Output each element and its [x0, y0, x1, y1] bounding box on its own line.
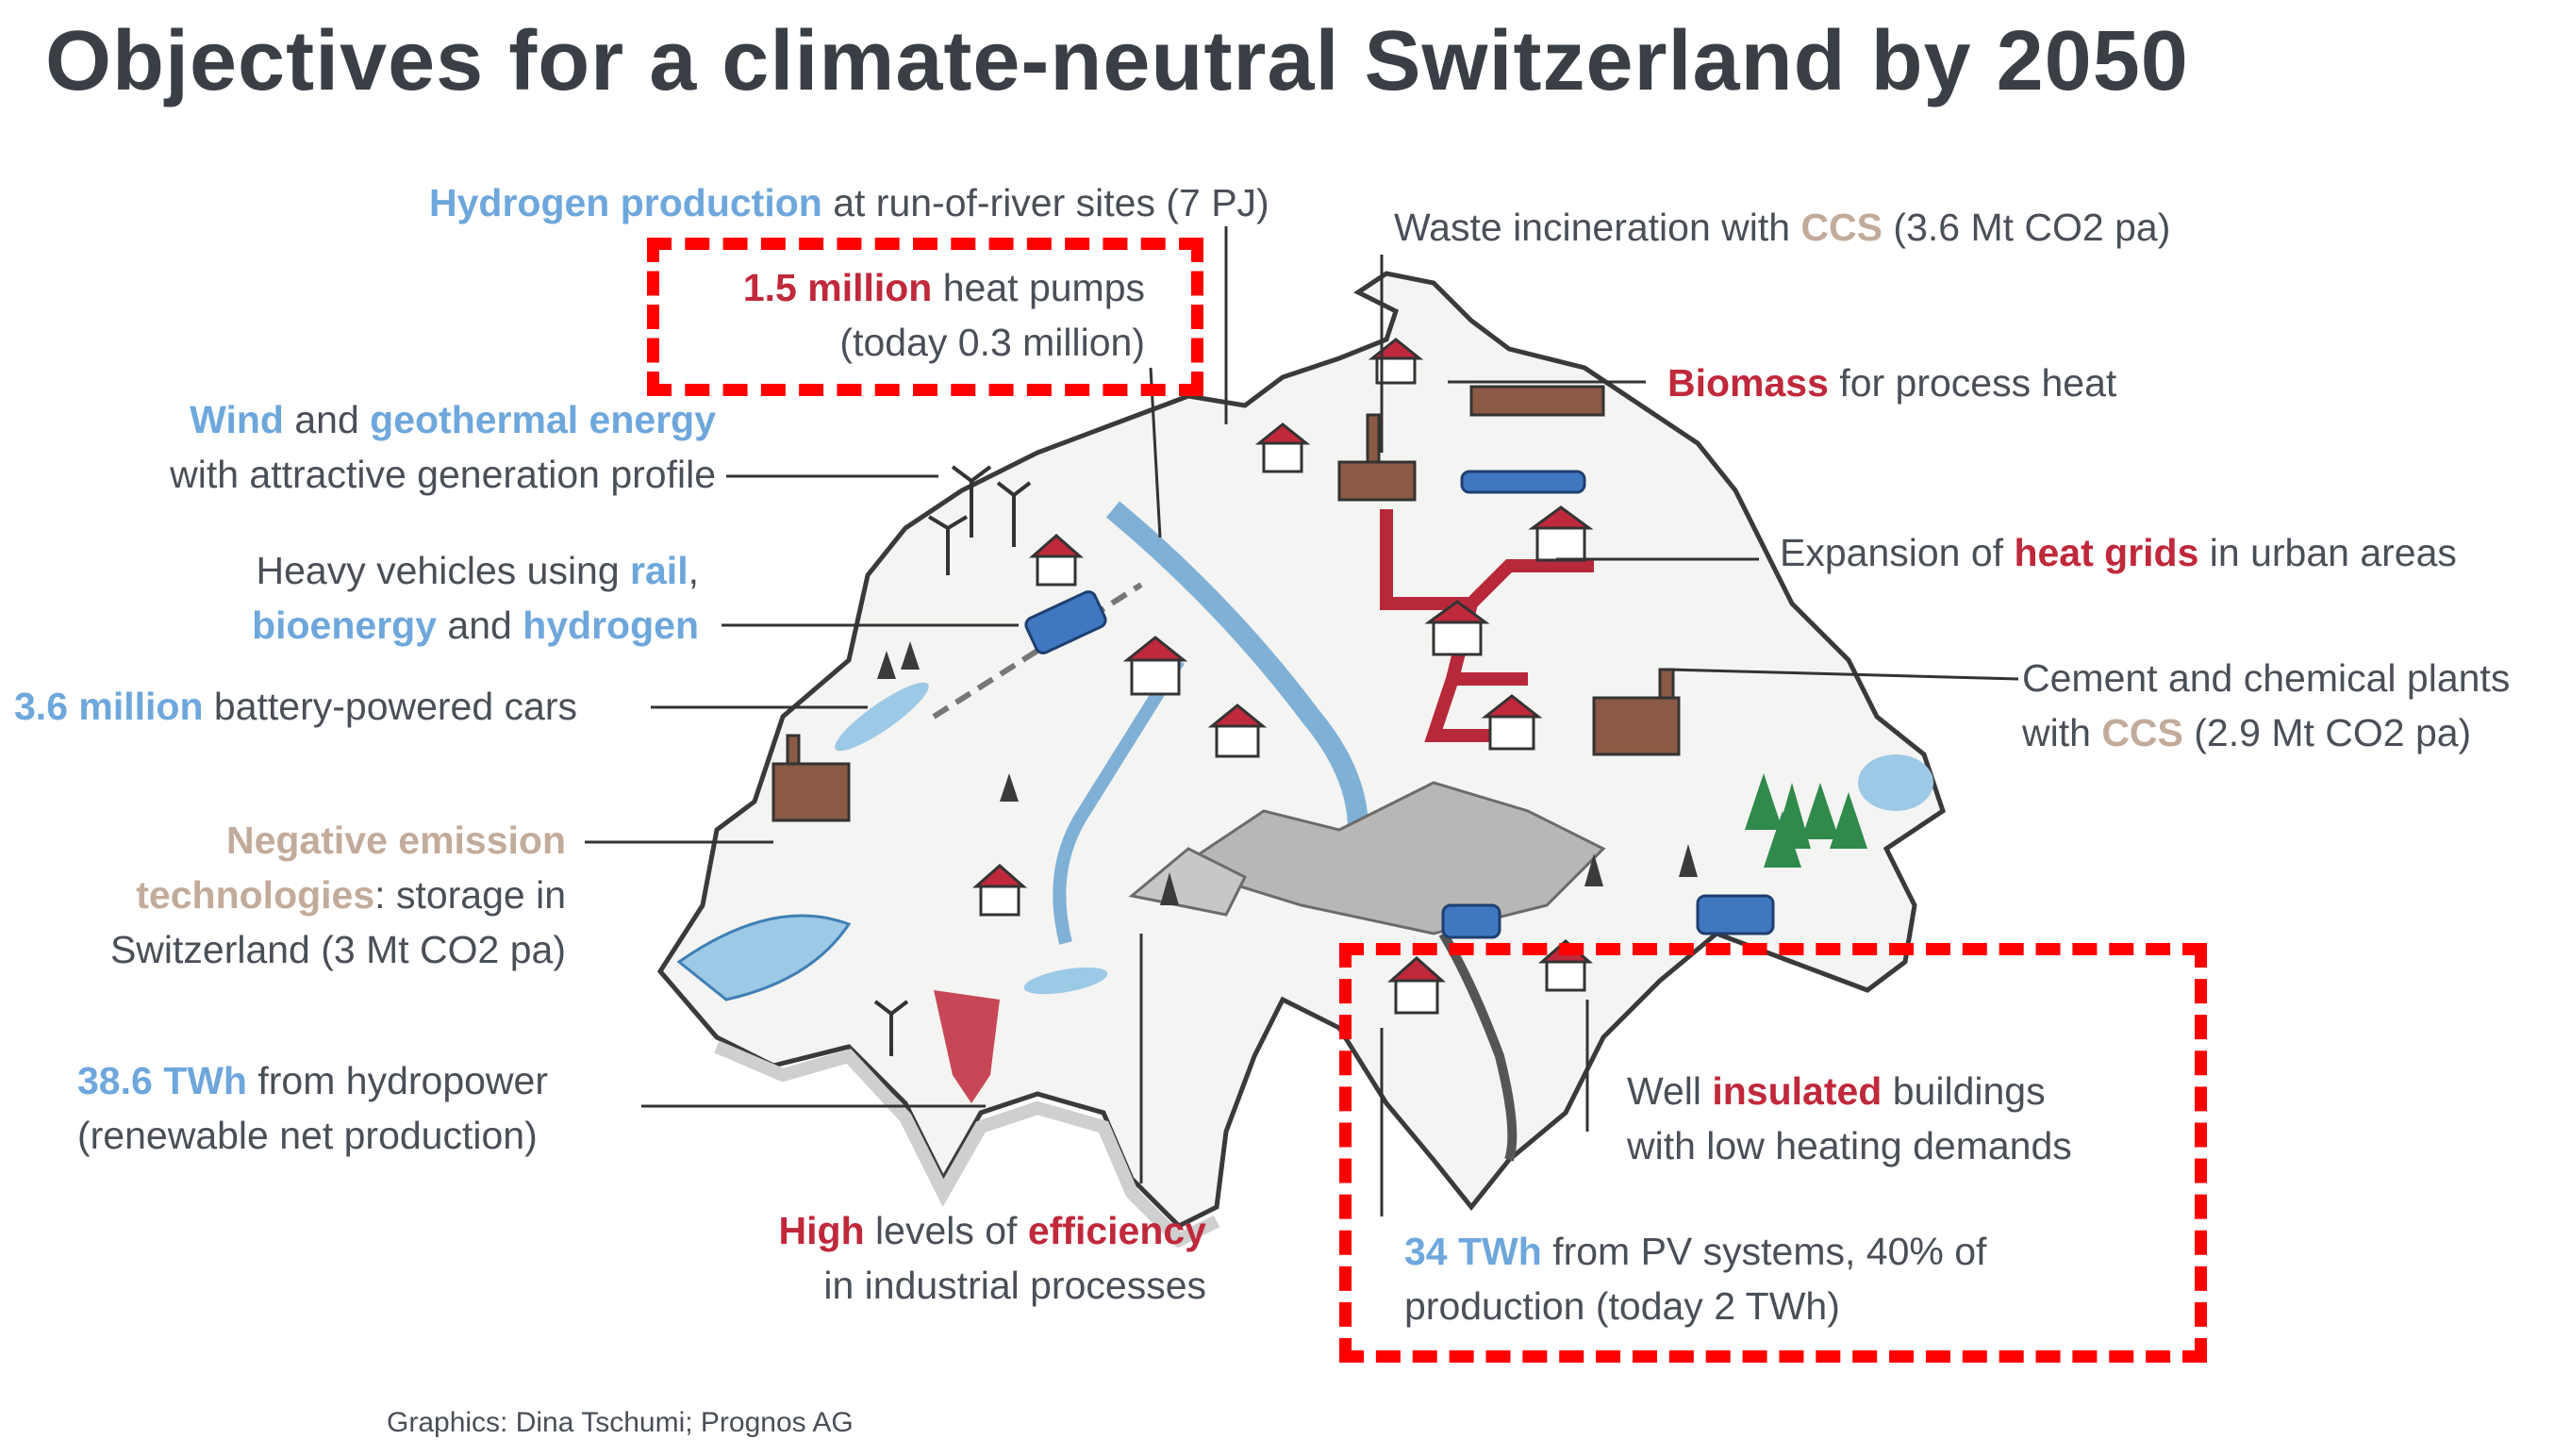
hydrogen-highlight: Hydrogen production: [429, 181, 822, 224]
waste-ccs-highlight: CCS: [1800, 206, 1883, 249]
geothermal-highlight: geothermal energy: [370, 398, 716, 441]
biomass-text: for process heat: [1828, 361, 2117, 405]
insulated-label: Well insulated buildings with low heatin…: [1627, 1064, 2072, 1173]
hydropower-text: from hydropower: [246, 1059, 548, 1102]
pv-line2: production (today 2 TWh): [1404, 1284, 1840, 1328]
hydrogen-vehicle-highlight: hydrogen: [522, 604, 699, 647]
heat-grids-highlight: heat grids: [2014, 531, 2199, 574]
heat-pumps-line2: (today 0.3 million): [839, 321, 1145, 364]
cars-highlight: 3.6 million: [14, 685, 204, 728]
wind-highlight: Wind: [190, 398, 284, 441]
forest: [1745, 773, 1867, 868]
technologies-highlight: technologies: [136, 873, 375, 917]
waterfall: [934, 990, 1000, 1103]
lake-geneva: [676, 914, 852, 1001]
heat-grids-rest: in urban areas: [2198, 531, 2457, 574]
insulated-text: Well: [1627, 1069, 1713, 1113]
heat-pumps-highlight: 1.5 million: [742, 266, 933, 309]
heat-pumps-label: 1.5 million heat pumps (today 0.3 millio…: [743, 260, 1145, 370]
wind-turbines: [873, 465, 1032, 1056]
insulated-line2: with low heating demands: [1627, 1124, 2072, 1167]
cars-text: battery-powered cars: [203, 685, 578, 728]
heavy-vehicles-label: Heavy vehicles using rail, bioenergy and…: [252, 543, 699, 653]
heavy-vehicles-comma: ,: [688, 549, 699, 592]
insulated-rest: buildings: [1882, 1069, 2046, 1113]
high-highlight: High: [778, 1209, 865, 1252]
pv-label: 34 TWh from PV systems, 40% of productio…: [1404, 1224, 1986, 1333]
page-title: Objectives for a climate-neutral Switzer…: [45, 14, 2189, 108]
negative-emission-line3: Switzerland (3 Mt CO2 pa): [109, 928, 566, 971]
trains: [1024, 470, 1775, 939]
hydropower-label: 38.6 TWh from hydropower (renewable net …: [77, 1053, 548, 1163]
biomass-highlight: Biomass: [1667, 361, 1829, 405]
heat-grids-text: Expansion of: [1780, 531, 2015, 574]
cement-line1: Cement and chemical plants: [2022, 656, 2511, 700]
rail-highlight: rail: [630, 549, 688, 592]
hydrogen-label: Hydrogen production at run-of-river site…: [429, 175, 1269, 230]
bioenergy-highlight: bioenergy: [252, 604, 437, 647]
houses: [972, 338, 1594, 1015]
insulated-highlight: insulated: [1712, 1069, 1883, 1113]
hydropower-highlight: 38.6 TWh: [77, 1059, 247, 1102]
efficiency-label: High levels of efficiency in industrial …: [779, 1203, 1206, 1313]
alps-mountains: [1175, 781, 1606, 935]
wind-geothermal-label: Wind and geothermal energy with attracti…: [170, 392, 716, 502]
negative-emission-highlight: Negative emission: [225, 819, 566, 862]
efficiency-line2: in industrial processes: [823, 1264, 1206, 1307]
heat-grids-label: Expansion of heat grids in urban areas: [1780, 525, 2457, 580]
lake-thun: [1023, 967, 1108, 995]
factories: [771, 385, 1681, 822]
hydrogen-text: at run-of-river sites (7 PJ): [821, 181, 1269, 224]
highlight-box-buildings-pv: [1339, 943, 2207, 1363]
cement-text2: with: [2022, 711, 2102, 754]
pv-highlight: 34 TWh: [1404, 1230, 1542, 1273]
heat-pumps-text: heat pumps: [932, 266, 1145, 309]
wind-and-text: and: [283, 398, 371, 441]
lake-constance: [1858, 754, 1933, 811]
wind-line2: with attractive generation profile: [170, 453, 716, 496]
waste-rest: (3.6 Mt CO2 pa): [1883, 206, 2171, 249]
waste-text: Waste incineration with: [1394, 206, 1801, 249]
cement-label: Cement and chemical plants with CCS (2.9…: [2022, 651, 2510, 760]
negative-emission-text: : storage in: [374, 873, 566, 917]
biomass-label: Biomass for process heat: [1667, 356, 2116, 410]
trees: [877, 641, 1698, 905]
connector-lines: [585, 226, 2019, 1216]
heavy-vehicles-and: and: [437, 604, 523, 647]
waste-incineration-label: Waste incineration with CCS (3.6 Mt CO2 …: [1394, 200, 2170, 255]
cement-ccs-highlight: CCS: [2101, 711, 2183, 754]
negative-emission-label: Negative emission technologies: storage …: [110, 813, 566, 977]
cement-rest: (2.9 Mt CO2 pa): [2182, 711, 2472, 754]
road: [1438, 931, 1518, 1162]
river: [1105, 501, 1368, 831]
lake-neuchatel: [835, 682, 929, 752]
cars-label: 3.6 million battery-powered cars: [14, 679, 577, 734]
graphics-credit: Graphics: Dina Tschumi; Prognos AG: [387, 1407, 854, 1438]
pv-text: from PV systems, 40% of: [1541, 1230, 1987, 1273]
efficiency-highlight: efficiency: [1027, 1209, 1206, 1252]
heavy-vehicles-text: Heavy vehicles using: [256, 549, 631, 592]
hydropower-line2: (renewable net production): [77, 1114, 538, 1157]
efficiency-mid: levels of: [864, 1209, 1028, 1252]
map-outline: [656, 271, 1946, 1230]
highlight-box-heat-pumps: [647, 238, 1203, 396]
